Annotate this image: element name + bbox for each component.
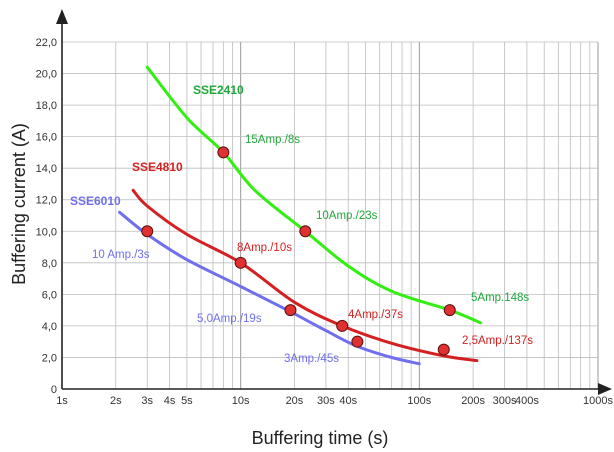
point-label: 2,5Amp./137s: [462, 335, 533, 347]
data-point: [299, 225, 312, 238]
data-labels: 15Amp./8s 10Amp./23s 5Amp.148s SSE2410 8Amp.…: [70, 83, 533, 365]
data-point: [141, 225, 154, 238]
x-tick-label: 30s: [317, 395, 335, 407]
data-point: [234, 256, 247, 269]
data-point: [443, 304, 456, 317]
y-tick-label: 16,0: [36, 132, 57, 144]
x-tick-label: 40s: [339, 395, 357, 407]
x-tick-label: 100s: [407, 395, 431, 407]
point-label: 5,0Amp./19s: [197, 313, 262, 325]
point-label: 3Amp./45s: [284, 353, 339, 365]
point-label: 8Amp./10s: [237, 242, 292, 254]
point-label: 10Amp./23s: [316, 210, 378, 222]
x-tick-label: 400s: [515, 395, 539, 407]
data-point: [284, 304, 297, 317]
data-point: [217, 146, 230, 159]
x-tick-label: 2s: [110, 395, 122, 407]
x-axis-arrow: [598, 383, 612, 395]
x-axis-title: Buffering time (s): [252, 428, 389, 448]
y-tick-label: 20,0: [36, 69, 57, 81]
series-label: SSE6010: [70, 194, 121, 208]
series-label: SSE2410: [193, 83, 244, 97]
x-tick-label: 20s: [286, 395, 304, 407]
x-tick-label: 3s: [141, 395, 153, 407]
x-tick-label: 5s: [181, 395, 193, 407]
y-tick-label: 10,0: [36, 226, 57, 238]
data-point: [336, 319, 349, 332]
data-point: [437, 343, 450, 356]
y-tick-label: 12,0: [36, 195, 57, 207]
x-tick-label: 300s: [493, 395, 517, 407]
point-label: 4Amp./37s: [348, 309, 403, 321]
x-tick-label: 10s: [232, 395, 250, 407]
axes: [56, 9, 612, 395]
x-tick-label: 200s: [461, 395, 485, 407]
data-point: [351, 335, 364, 348]
y-tick-label: 14,0: [36, 163, 57, 175]
series-label: SSE4810: [132, 160, 183, 174]
series-line-sse2410: [145, 65, 482, 325]
y-axis-title: Buffering current (A): [9, 123, 29, 285]
y-tick-label: 0: [51, 384, 57, 396]
x-tick-label: 1s: [56, 395, 68, 407]
y-tick-label: 2,0: [42, 352, 57, 364]
x-tick-label: 1000s: [583, 395, 613, 407]
point-label: 10 Amp./3s: [92, 249, 150, 261]
y-tick-label: 6,0: [42, 289, 57, 301]
y-tick-label: 18,0: [36, 100, 57, 112]
y-tick-label: 8,0: [42, 258, 57, 270]
y-tick-label: 22,0: [36, 37, 57, 49]
x-tick-label: 4s: [164, 395, 176, 407]
series-line-sse4810: [131, 188, 479, 363]
y-tick-label: 4,0: [42, 321, 57, 333]
y-axis-arrow: [56, 9, 68, 24]
point-label: 15Amp./8s: [245, 134, 300, 146]
series-group: [118, 65, 482, 366]
point-label: 5Amp.148s: [471, 292, 529, 304]
series-line-sse6010: [118, 210, 421, 366]
